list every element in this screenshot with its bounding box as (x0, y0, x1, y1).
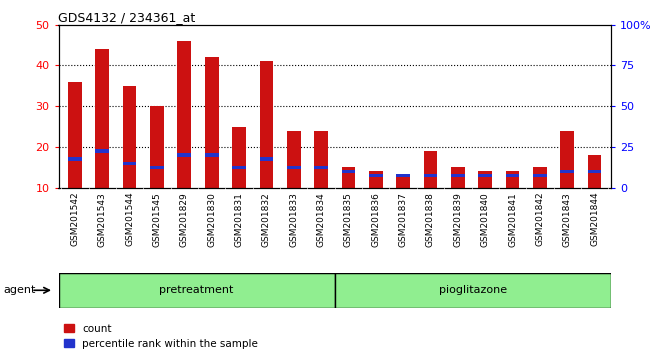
Text: GSM201835: GSM201835 (344, 192, 353, 247)
Bar (314, 166, 328, 169)
Bar (259, 158, 273, 161)
Bar (369, 174, 383, 177)
Legend: count, percentile rank within the sample: count, percentile rank within the sample (64, 324, 258, 349)
Bar (96, 49, 109, 188)
Bar (342, 170, 356, 173)
Bar (205, 153, 218, 157)
Text: pioglitazone: pioglitazone (439, 285, 507, 295)
Text: GSM201839: GSM201839 (453, 192, 462, 247)
Bar (177, 153, 191, 157)
Text: GSM201831: GSM201831 (235, 192, 244, 247)
Text: GSM201837: GSM201837 (398, 192, 408, 247)
Text: GSM201841: GSM201841 (508, 192, 517, 247)
Bar (123, 161, 136, 165)
Bar (478, 174, 492, 177)
Bar (177, 41, 191, 188)
Bar (588, 170, 601, 173)
Bar (287, 166, 300, 169)
Bar (588, 155, 601, 188)
Bar (232, 166, 246, 169)
Bar (369, 171, 383, 188)
Bar (150, 106, 164, 188)
Bar (58, 273, 335, 308)
Text: GSM201836: GSM201836 (371, 192, 380, 247)
Bar (342, 167, 356, 188)
Text: pretreatment: pretreatment (159, 285, 234, 295)
Text: GSM201544: GSM201544 (125, 192, 134, 246)
Text: GSM201830: GSM201830 (207, 192, 216, 247)
Bar (424, 174, 437, 177)
Text: GSM201838: GSM201838 (426, 192, 435, 247)
Text: GSM201840: GSM201840 (481, 192, 489, 247)
Text: GSM201543: GSM201543 (98, 192, 107, 247)
Text: GSM201829: GSM201829 (180, 192, 188, 247)
Bar (123, 86, 136, 188)
Text: GDS4132 / 234361_at: GDS4132 / 234361_at (58, 11, 196, 24)
Text: GSM201545: GSM201545 (153, 192, 161, 247)
Bar (232, 127, 246, 188)
Bar (96, 149, 109, 153)
Bar (451, 167, 465, 188)
Bar (451, 174, 465, 177)
Text: GSM201833: GSM201833 (289, 192, 298, 247)
Text: agent: agent (3, 285, 36, 295)
Bar (560, 170, 574, 173)
Bar (506, 174, 519, 177)
Text: GSM201542: GSM201542 (70, 192, 79, 246)
Bar (533, 174, 547, 177)
Text: GSM201834: GSM201834 (317, 192, 326, 247)
Text: GSM201842: GSM201842 (536, 192, 545, 246)
Bar (335, 273, 611, 308)
Bar (259, 62, 273, 188)
Bar (424, 151, 437, 188)
Bar (205, 57, 218, 188)
Bar (150, 166, 164, 169)
Bar (560, 131, 574, 188)
Text: GSM201843: GSM201843 (563, 192, 572, 247)
Bar (533, 167, 547, 188)
Bar (478, 171, 492, 188)
Bar (396, 174, 410, 177)
Bar (287, 131, 300, 188)
Bar (68, 158, 82, 161)
Bar (396, 176, 410, 188)
Text: GSM201844: GSM201844 (590, 192, 599, 246)
Bar (68, 82, 82, 188)
Bar (314, 131, 328, 188)
Bar (506, 171, 519, 188)
Text: GSM201832: GSM201832 (262, 192, 271, 247)
